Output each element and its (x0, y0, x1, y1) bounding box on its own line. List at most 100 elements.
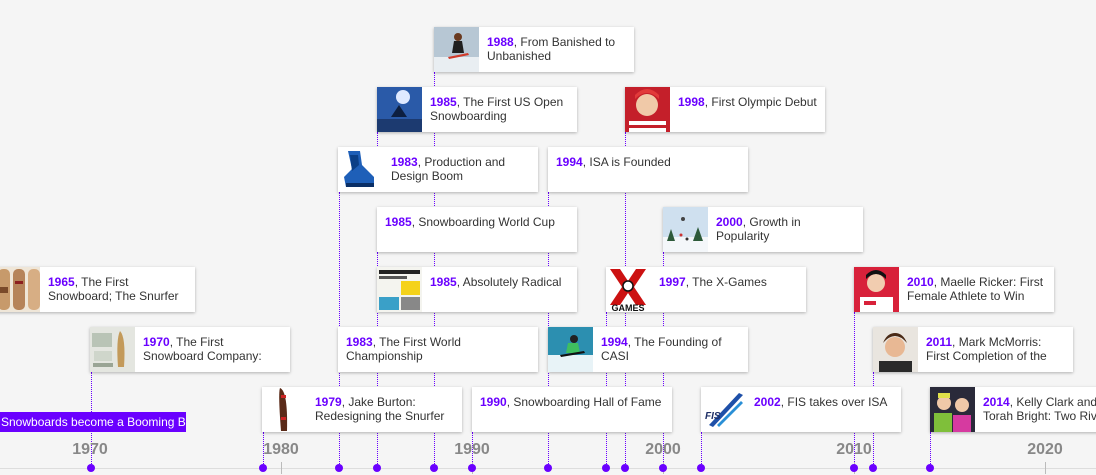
event-text: 1994, ISA is Founded (556, 155, 742, 169)
event-text: 1985, Snowboarding World Cup (385, 215, 571, 229)
event-card-2002[interactable]: FIS 2002, FIS takes over ISA (701, 387, 901, 432)
event-marker-2002[interactable] (697, 464, 705, 472)
event-card-2010[interactable]: 2010, Maelle Ricker: First Female Athlet… (854, 267, 1054, 312)
event-card-1983-production[interactable]: 1983, Production and Design Boom (338, 147, 538, 192)
event-marker-1983a[interactable] (335, 464, 343, 472)
x-games-logo: GAMES (606, 267, 651, 312)
axis-tick (281, 462, 282, 474)
event-title: , Jake Burton: Redesigning the Snurfer (315, 395, 445, 423)
event-marker-2010[interactable] (850, 464, 858, 472)
event-marker-1983b[interactable] (373, 464, 381, 472)
event-text: 2002, FIS takes over ISA (754, 395, 895, 409)
event-year: 1988 (487, 35, 514, 49)
event-card-2011[interactable]: 2011, Mark McMorris: First Completion of… (873, 327, 1073, 372)
event-title: , Maelle Ricker: First Female Athlete to… (907, 275, 1044, 303)
event-year: 2010 (907, 275, 934, 289)
event-title: , ISA is Founded (582, 155, 671, 169)
event-card-1970[interactable]: 1970, The First Snowboard Company: (90, 327, 290, 372)
mcmorris-photo (873, 327, 918, 372)
event-title: , The Founding of CASI (601, 335, 722, 363)
axis-label-1970: 1970 (72, 441, 108, 458)
stem-1985a (377, 132, 378, 152)
clark-bright-photo (930, 387, 975, 432)
event-title: , The First Snowboard; The Snurfer (48, 275, 179, 303)
event-marker-2011[interactable] (869, 464, 877, 472)
event-card-1985-world-cup[interactable]: 1985, Snowboarding World Cup (377, 207, 577, 252)
era-span-bar[interactable]: Snowboards become a Booming B (0, 412, 186, 432)
event-marker-2000[interactable] (659, 464, 667, 472)
event-text: 1988, From Banished to Unbanished (487, 35, 628, 63)
event-card-1994-isa[interactable]: 1994, ISA is Founded (548, 147, 748, 192)
stem-2002 (701, 432, 702, 468)
event-text: 2011, Mark McMorris: First Completion of… (926, 335, 1067, 363)
event-year: 2000 (716, 215, 743, 229)
event-title: , Snowboarding Hall of Fame (506, 395, 662, 409)
event-card-1965[interactable]: 1965, The First Snowboard; The Snurfer (0, 267, 195, 312)
event-year: 1983 (391, 155, 418, 169)
stem-1990 (472, 432, 473, 468)
event-card-2014[interactable]: 2014, Kelly Clark and Torah Bright: Two … (930, 387, 1096, 432)
event-year: 1997 (659, 275, 686, 289)
event-year: 1985 (385, 215, 412, 229)
event-card-2000[interactable]: 2000, Growth in Popularity (663, 207, 863, 252)
event-year: 1994 (556, 155, 583, 169)
event-marker-1988[interactable] (430, 464, 438, 472)
event-year: 1965 (48, 275, 75, 289)
event-marker-1994[interactable] (544, 464, 552, 472)
event-title: , Production and Design Boom (391, 155, 506, 183)
rider-jump-photo (434, 27, 479, 72)
event-year: 1979 (315, 395, 342, 409)
us-open-photo (377, 87, 422, 132)
event-marker-1979[interactable] (259, 464, 267, 472)
event-marker-2014[interactable] (926, 464, 934, 472)
axis-tick (1045, 462, 1046, 474)
event-text: 1983, The First World Championship (346, 335, 532, 363)
event-marker-1997[interactable] (602, 464, 610, 472)
event-year: 2002 (754, 395, 781, 409)
event-marker-1970[interactable] (87, 464, 95, 472)
stem-1979 (263, 432, 264, 468)
fis-logo-text: FIS (705, 411, 721, 422)
event-title: , Absolutely Radical (456, 275, 562, 289)
olympic-athlete-photo (625, 87, 670, 132)
event-text: 1970, The First Snowboard Company: (143, 335, 284, 363)
event-title: , The First US Open Snowboarding (430, 95, 564, 123)
event-card-1997[interactable]: GAMES 1997, The X-Games (606, 267, 806, 312)
event-title: , The X-Games (685, 275, 767, 289)
event-title: , FIS takes over ISA (780, 395, 888, 409)
event-card-1983-championship[interactable]: 1983, The First World Championship (338, 327, 538, 372)
event-text: 1985, The First US Open Snowboarding (430, 95, 571, 123)
event-card-1994-casi[interactable]: 1994, The Founding of CASI (548, 327, 748, 372)
event-card-1979[interactable]: 1979, Jake Burton: Redesigning the Snurf… (262, 387, 462, 432)
event-text: 2000, Growth in Popularity (716, 215, 857, 243)
event-card-1990[interactable]: 1990, Snowboarding Hall of Fame (472, 387, 672, 432)
event-text: 2014, Kelly Clark and Torah Bright: Two … (983, 395, 1096, 423)
event-marker-1998[interactable] (621, 464, 629, 472)
event-title: , First Olympic Debut (704, 95, 817, 109)
event-year: 1970 (143, 335, 170, 349)
event-text: 1985, Absolutely Radical (430, 275, 571, 289)
event-card-1985-us-open[interactable]: 1985, The First US Open Snowboarding (377, 87, 577, 132)
event-text: 1979, Jake Burton: Redesigning the Snurf… (315, 395, 456, 423)
fis-logo: FIS (701, 387, 746, 432)
binding-photo (338, 147, 383, 192)
event-text: 1990, Snowboarding Hall of Fame (480, 395, 666, 409)
casi-rider-photo (548, 327, 593, 372)
event-text: 1965, The First Snowboard; The Snurfer (48, 275, 189, 303)
event-card-1985-absolutely-radical[interactable]: 1985, Absolutely Radical (377, 267, 577, 312)
event-card-1988[interactable]: 1988, From Banished to Unbanished (434, 27, 634, 72)
event-title: , Growth in Popularity (716, 215, 801, 243)
snowboard-company-photo (90, 327, 135, 372)
event-card-1998[interactable]: 1998, First Olympic Debut (625, 87, 825, 132)
axis-label-1990: 1990 (454, 441, 490, 458)
event-text: 1983, Production and Design Boom (391, 155, 532, 183)
event-marker-1990[interactable] (468, 464, 476, 472)
event-text: 2010, Maelle Ricker: First Female Athlet… (907, 275, 1048, 303)
burton-board-photo (262, 387, 307, 432)
event-year: 1983 (346, 335, 373, 349)
event-title: , Kelly Clark and Torah Bright: Two Riv (983, 395, 1096, 423)
x-games-logo-text: GAMES (611, 303, 644, 312)
axis-label-2000: 2000 (645, 441, 681, 458)
event-year: 2011 (926, 335, 953, 349)
